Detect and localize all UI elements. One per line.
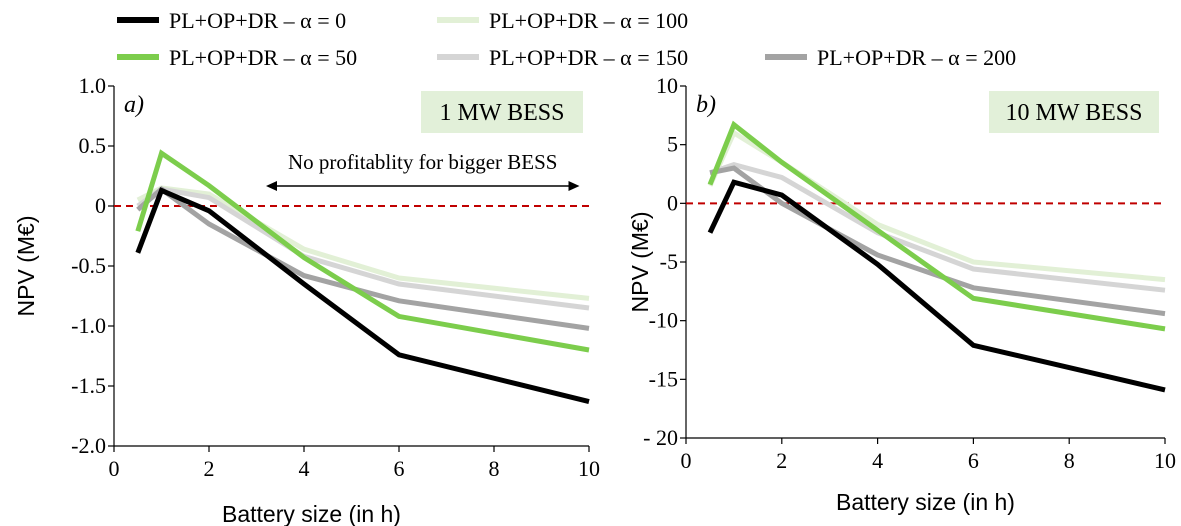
legend-label: PL+OP+DR – α = 50 [169,45,357,70]
y-tick-label: 1.0 [79,73,107,98]
chart-panel-a: 1.00.50-0.5-1.0-1.5-2.00 2 4 6 8 10 1 MW BESS… [13,73,600,526]
x-tick-label: 2 [204,456,215,481]
x-tick-label: 10 [578,456,600,481]
box-label-background [989,91,1159,133]
x-tick-label: 6 [394,456,405,481]
series-line [136,185,590,301]
y-tick-label: 0 [95,193,106,218]
x-tick-label: 2 [776,448,787,473]
y-tick-label: -1.5 [71,373,106,398]
box-label: 1 MW BESS [440,100,565,126]
y-tick-label: 10 [656,73,678,98]
panel-label: a) [124,92,144,118]
y-axis-label: NPV (M€) [627,212,653,313]
annotation-text: No profitablity for bigger BESS [288,150,557,174]
series-line [709,161,1166,293]
x-axis-label: Battery size (in h) [222,501,401,526]
legend-label: PL+OP+DR – α = 200 [817,45,1016,70]
series-line [135,149,590,353]
legend-label: PL+OP+DR – α = 100 [489,8,688,33]
x-tick-label: 8 [489,456,500,481]
y-tick-label: -5 [660,249,678,274]
y-tick-label: 5 [667,132,678,157]
y-tick-label: -2.0 [71,433,106,458]
x-tick-label: 4 [872,448,883,473]
box-label-background [421,91,583,133]
panel-label: b) [696,92,716,118]
y-tick-label: - 20 [643,425,678,450]
x-tick-label: 6 [968,448,979,473]
legend: PL+OP+DR – α = 0 PL+OP+DR – α = 100 PL+OP+… [117,8,1016,70]
series-line [707,120,1166,332]
y-axis-label: NPV (M€) [13,216,39,317]
series-line [707,179,1166,393]
annotation-arrow-head-right [568,181,580,191]
y-tick-label: -15 [649,366,678,391]
box-label: 10 MW BESS [1006,100,1143,126]
x-tick-label: 0 [681,448,692,473]
x-tick-label: 8 [1064,448,1075,473]
x-tick-label: 10 [1154,448,1176,473]
y-tick-label: -0.5 [71,253,106,278]
y-tick-label: 0.5 [79,133,107,158]
y-tick-label: 0 [667,190,678,215]
x-axis-label: Battery size (in h) [836,489,1015,515]
x-tick-label: 4 [299,456,310,481]
legend-label: PL+OP+DR – α = 0 [169,8,346,33]
x-tick-label: 0 [109,456,120,481]
series-line [709,165,1166,317]
series-line [135,187,590,405]
y-tick-label: -1.0 [71,313,106,338]
y-tick-label: -10 [649,308,678,333]
annotation-arrow-head-left [266,181,277,191]
legend-label: PL+OP+DR – α = 150 [489,45,688,70]
